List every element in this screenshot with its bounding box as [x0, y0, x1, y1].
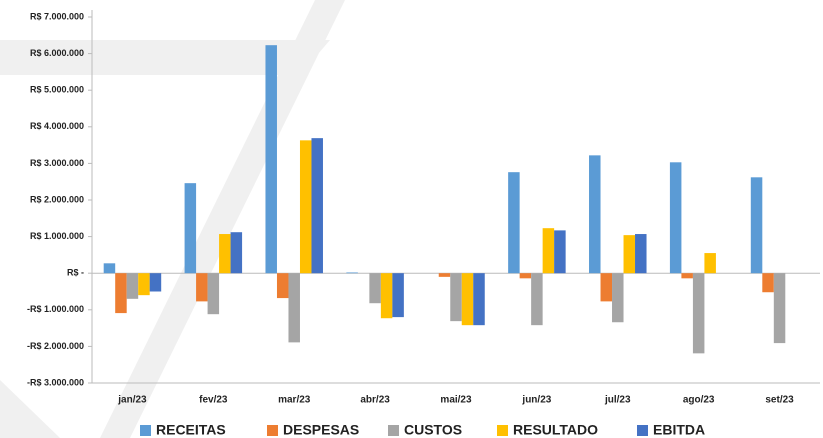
bar [276, 273, 289, 299]
bar [623, 235, 636, 274]
legend-swatch [497, 425, 508, 436]
bar [704, 253, 716, 274]
bar [635, 234, 647, 274]
legend-swatch [267, 425, 278, 436]
bar [438, 273, 451, 277]
legend-label: CUSTOS [404, 422, 462, 438]
x-tick-label: jun/23 [521, 395, 551, 406]
y-tick-label: -R$ 2.000.000 [27, 341, 84, 351]
y-tick-label: R$ 5.000.000 [30, 85, 84, 95]
bar [184, 183, 197, 274]
bar [265, 45, 277, 274]
y-tick-label: R$ 2.000.000 [30, 194, 84, 204]
bar [519, 273, 532, 279]
bar [299, 140, 312, 274]
bar [346, 272, 358, 274]
bar [126, 273, 139, 299]
y-tick-label: R$ 6.000.000 [30, 48, 84, 58]
watermark [0, 0, 345, 438]
bar [230, 232, 243, 274]
x-tick-label: jan/23 [117, 395, 147, 406]
bar [600, 273, 613, 302]
legend-label: DESPESAS [283, 422, 359, 438]
legend-label: RECEITAS [156, 422, 226, 438]
bar [589, 155, 601, 274]
bar [450, 273, 462, 322]
y-tick-label: -R$ 1.000.000 [27, 304, 84, 314]
bar [542, 228, 555, 274]
bar [681, 273, 693, 279]
bar [531, 273, 543, 326]
bar [288, 273, 300, 343]
x-tick-label: abr/23 [360, 395, 390, 406]
bar [392, 273, 404, 318]
bar [750, 177, 763, 274]
bar [207, 273, 220, 315]
bar [149, 273, 162, 292]
x-tick-label: mar/23 [278, 395, 311, 406]
legend-swatch [140, 425, 151, 436]
y-tick-label: R$ 1.000.000 [30, 231, 84, 241]
bar [380, 273, 393, 319]
bar [692, 273, 705, 354]
y-tick-label: R$ 7.000.000 [30, 11, 84, 21]
x-tick-label: set/23 [765, 395, 794, 406]
legend-label: RESULTADO [513, 422, 598, 438]
bar [138, 273, 150, 296]
x-tick-label: jul/23 [604, 395, 631, 406]
y-tick-label: -R$ 3.000.000 [27, 377, 84, 387]
bar [103, 263, 116, 274]
bar [219, 234, 231, 274]
bar [473, 273, 485, 326]
legend-swatch [388, 425, 399, 436]
bar [554, 230, 566, 274]
bar [612, 273, 624, 323]
bar [762, 273, 774, 293]
x-tick-label: mai/23 [440, 395, 472, 406]
y-tick-label: R$ - [67, 268, 84, 278]
bar [669, 162, 682, 274]
bar [461, 273, 474, 326]
x-tick-label: fev/23 [199, 395, 228, 406]
bar [196, 273, 208, 302]
x-tick-label: ago/23 [683, 395, 715, 406]
legend-swatch [637, 425, 648, 436]
legend-label: EBITDA [653, 422, 705, 438]
bar [369, 273, 381, 304]
y-tick-label: R$ 3.000.000 [30, 158, 84, 168]
bar [773, 273, 786, 344]
bar [115, 273, 127, 314]
bar [508, 172, 520, 274]
bar [311, 138, 323, 274]
y-tick-label: R$ 4.000.000 [30, 121, 84, 131]
